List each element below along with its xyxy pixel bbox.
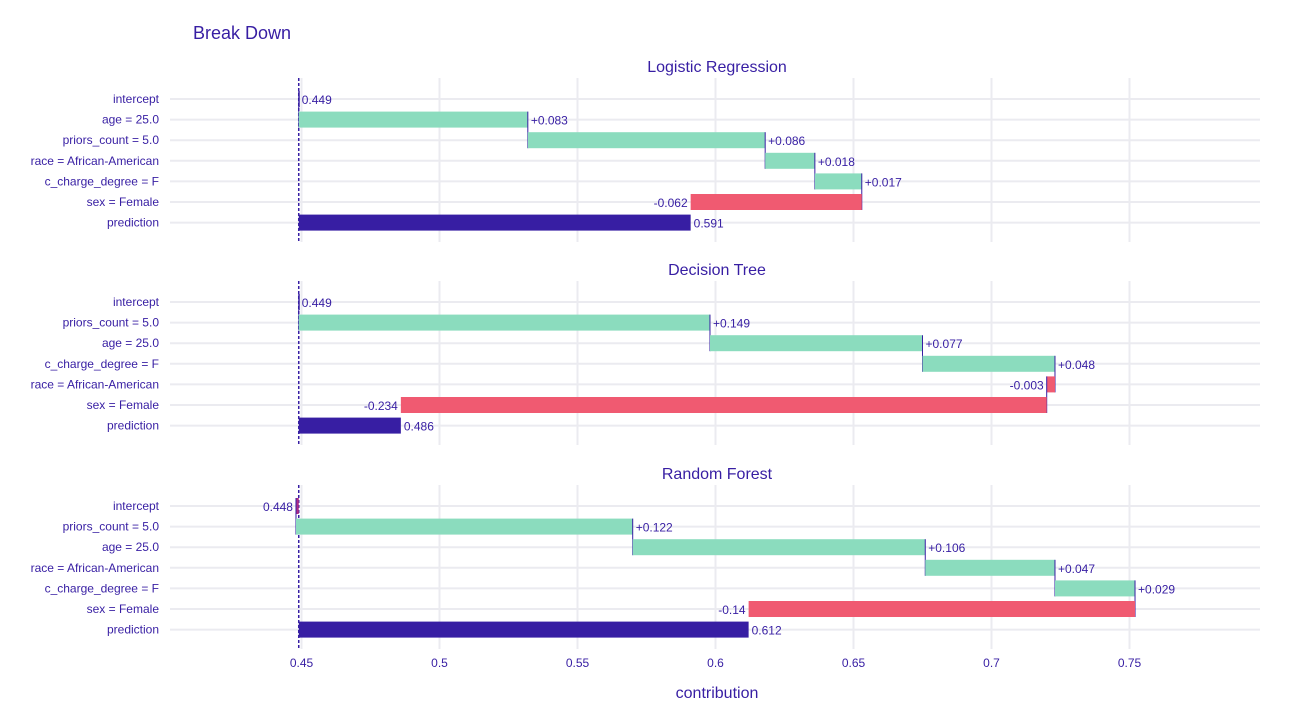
bar-value-label: 0.449 xyxy=(302,93,332,107)
x-axis: 0.45 0.5 0.55 0.6 0.65 0.7 0.75 xyxy=(290,656,1142,670)
x-axis-title: contribution xyxy=(676,685,759,702)
bar-value-label: -0.14 xyxy=(718,603,746,617)
contribution-bar xyxy=(709,335,923,352)
contribution-bar xyxy=(400,397,1047,413)
contribution-bar xyxy=(298,314,710,331)
bar-value-label: +0.077 xyxy=(926,337,963,351)
x-tick-label: 0.65 xyxy=(842,656,866,670)
row-label: race = African-American xyxy=(31,154,159,168)
bar-value-label: +0.047 xyxy=(1058,562,1095,576)
contribution-bar xyxy=(527,132,766,149)
contribution-bar xyxy=(690,194,862,210)
row-label: prediction xyxy=(107,419,159,433)
contribution-bar xyxy=(922,355,1055,372)
labels-layer: Logistic Regression intercept 0.449 age = 2… xyxy=(31,59,1176,638)
x-tick-label: 0.45 xyxy=(290,656,314,670)
bar-value-label: +0.122 xyxy=(636,521,673,535)
contribution-bar xyxy=(295,498,299,514)
x-tick-label: 0.55 xyxy=(566,656,590,670)
x-tick-label: 0.7 xyxy=(983,656,1000,670)
contribution-bar xyxy=(295,518,633,535)
prediction-bar xyxy=(298,214,691,231)
bar-value-label: +0.018 xyxy=(818,155,855,169)
row-label: race = African-American xyxy=(31,561,159,575)
bar-value-label: 0.486 xyxy=(404,420,434,434)
row-label: c_charge_degree = F xyxy=(45,174,159,188)
bar-value-label: +0.083 xyxy=(531,114,568,128)
bar-value-label: +0.149 xyxy=(713,317,750,331)
x-tick-label: 0.6 xyxy=(707,656,724,670)
x-tick-label: 0.75 xyxy=(1118,656,1142,670)
bar-value-label: -0.234 xyxy=(364,399,398,413)
bar-value-label: -0.003 xyxy=(1010,378,1044,392)
row-label: age = 25.0 xyxy=(102,113,159,127)
row-label: sex = Female xyxy=(87,398,160,412)
prediction-bar xyxy=(298,621,749,638)
contribution-bar xyxy=(765,152,815,169)
bar-value-label: +0.048 xyxy=(1058,358,1095,372)
chart-title: Break Down xyxy=(193,23,291,43)
contribution-bar xyxy=(632,539,926,556)
row-label: intercept xyxy=(113,92,160,106)
row-label: prediction xyxy=(107,216,159,230)
bars-layer xyxy=(295,78,1136,650)
bar-value-label: +0.017 xyxy=(865,175,902,189)
row-label: age = 25.0 xyxy=(102,336,159,350)
bar-value-label: +0.106 xyxy=(928,541,965,555)
panel-subtitle: Random Forest xyxy=(662,466,773,483)
row-label: race = African-American xyxy=(31,377,159,391)
contribution-bar xyxy=(1046,376,1055,393)
row-label: priors_count = 5.0 xyxy=(63,133,160,147)
row-label: age = 25.0 xyxy=(102,540,159,554)
bar-value-label: 0.612 xyxy=(752,624,782,638)
row-label: priors_count = 5.0 xyxy=(63,520,160,534)
row-label: intercept xyxy=(113,499,160,513)
row-label: c_charge_degree = F xyxy=(45,357,159,371)
contribution-bar xyxy=(1054,580,1136,597)
panel-subtitle: Logistic Regression xyxy=(647,59,787,76)
row-label: priors_count = 5.0 xyxy=(63,316,160,330)
contribution-bar xyxy=(925,559,1055,576)
prediction-bar xyxy=(298,417,401,434)
contribution-bar xyxy=(814,173,862,190)
bar-value-label: +0.086 xyxy=(768,134,805,148)
row-label: sex = Female xyxy=(87,195,160,209)
contribution-bar xyxy=(748,601,1136,617)
row-label: intercept xyxy=(113,295,160,309)
row-label: prediction xyxy=(107,623,159,637)
grid-layer xyxy=(170,78,1260,649)
bar-value-label: +0.029 xyxy=(1138,582,1175,596)
row-label: sex = Female xyxy=(87,602,160,616)
x-tick-label: 0.5 xyxy=(431,656,448,670)
panel-subtitle: Decision Tree xyxy=(668,262,766,279)
bar-value-label: 0.449 xyxy=(302,296,332,310)
contribution-bar xyxy=(298,111,528,128)
bar-value-label: -0.062 xyxy=(654,196,688,210)
bar-value-label: 0.448 xyxy=(263,500,293,514)
bar-value-label: 0.591 xyxy=(694,217,724,231)
row-label: c_charge_degree = F xyxy=(45,581,159,595)
